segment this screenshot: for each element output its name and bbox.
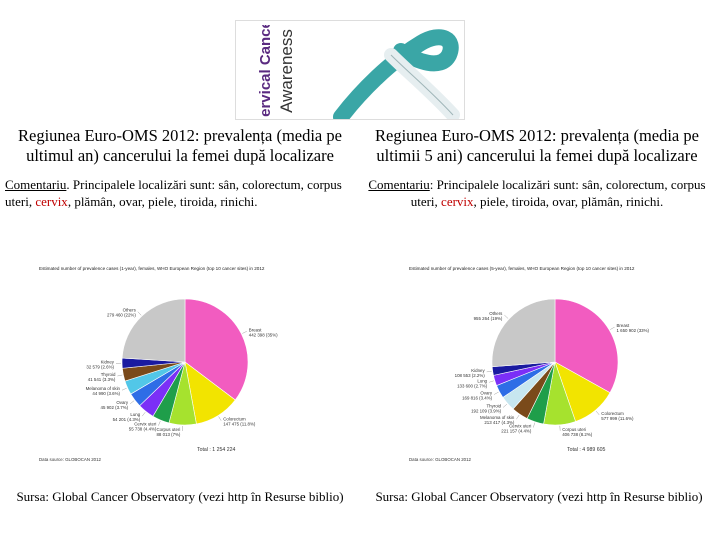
- pie-label: Breast 1 650 902 (33%): [617, 323, 650, 333]
- right-title: Regiunea Euro-OMS 2012: prevalența (medi…: [375, 126, 699, 165]
- pie-leader-line: [142, 412, 146, 417]
- pie-leader-line: [218, 416, 222, 421]
- pie-label: Ovary 169 816 (3.4%): [462, 391, 493, 401]
- pie-label: Melanoma of skin 44 990 (3.6%): [86, 386, 121, 396]
- pie-label: Cervix uteri 221 157 (4.4%): [501, 424, 532, 434]
- right-comment: Comentariu: Principalele localizări sunt…: [362, 176, 712, 210]
- pie-leader-line: [595, 410, 600, 416]
- cervical-cancer-awareness-logo: Cervical Cancer Awareness: [235, 20, 465, 120]
- right-comment-text-a: : Principalele localizări sunt: sân, col…: [410, 177, 706, 209]
- pie-slice-others: [121, 298, 186, 363]
- pie-label: Lung 54 201 (4.3%): [113, 412, 141, 422]
- left-column: Regiunea Euro-OMS 2012: prevalența (medi…: [5, 126, 355, 210]
- logo-line1: Cervical Cancer: [257, 25, 274, 117]
- right-comment-text-b: , piele, tiroida, ovar, plămân, rinichi.: [473, 194, 664, 209]
- pie-leader-line: [117, 374, 123, 377]
- pie-label: Colorectum 577 999 (11.6%): [601, 411, 634, 421]
- pie-leader-line: [158, 421, 161, 426]
- left-source: Sursa: Global Cancer Observatory (vezi h…: [16, 489, 344, 504]
- logo-line2: Awareness: [277, 29, 296, 113]
- pie-leader-line: [121, 388, 127, 391]
- left-comment-label: Comentariu: [5, 177, 67, 192]
- pie-source-note: Data source: GLOBOCAN 2012: [39, 457, 102, 462]
- pie-leader-line: [137, 311, 142, 316]
- pie-source-note: Data source: GLOBOCAN 2012: [409, 457, 472, 462]
- pie-leader-line: [516, 414, 520, 420]
- right-column: Regiunea Euro-OMS 2012: prevalența (medi…: [362, 126, 712, 210]
- right-comment-cervix: cervix: [441, 194, 474, 209]
- pie-label: Kidney 108 553 (2.2%): [455, 368, 486, 378]
- left-comment-cervix: cervix: [35, 194, 68, 209]
- pie-leader-line: [489, 380, 494, 383]
- left-comment: Comentariu. Principalele localizări sunt…: [5, 176, 355, 210]
- pie-total: Total : 4 989 605: [567, 447, 605, 453]
- pie-slice-breast: [554, 298, 619, 394]
- pie-leader-line: [129, 400, 135, 404]
- right-pie-chart: Estimated number of prevalence cases (5-…: [405, 262, 705, 472]
- pie-label: Others 955 264 (19%): [474, 311, 504, 321]
- left-title: Regiunea Euro-OMS 2012: prevalența (medi…: [18, 126, 342, 165]
- pie-total: Total : 1 254 224: [197, 447, 235, 453]
- awareness-ribbon-icon: [333, 29, 460, 119]
- pie-leader-line: [533, 422, 535, 428]
- left-comment-text-b: , plămân, ovar, piele, tiroida, rinichi.: [67, 194, 258, 209]
- right-pie-svg: Breast 1 650 902 (33%) Colorectum 577 999 (…: [409, 298, 650, 462]
- pie-label: Colorectum 147 475 (11.8%): [223, 417, 256, 427]
- left-pie-svg: Breast 442 398 (35%) Colorectum 147 475 (11…: [39, 298, 278, 462]
- pie-leader-line: [486, 371, 492, 373]
- pie-label: Melanoma of skin 213 417 (4.3%): [480, 415, 515, 425]
- right-chart-title: Estimated number of prevalence cases (5-…: [409, 266, 635, 271]
- pie-leader-line: [242, 331, 247, 334]
- left-pie-chart: Estimated number of prevalence cases (1-…: [35, 262, 335, 472]
- pie-label: Kidney 32 579 (2.6%): [86, 359, 114, 369]
- pie-leader-line: [494, 391, 499, 395]
- pie-leader-line: [504, 314, 509, 319]
- pie-label: Corpus uteri 88 013 (7%): [156, 427, 180, 437]
- pie-label: Breast 442 398 (35%): [249, 327, 278, 337]
- pie-label: Cervix uteri 55 738 (4.4%): [129, 422, 157, 432]
- pie-label: Ovary 45 902 (3.7%): [101, 400, 129, 410]
- pie-label: Thyroid 41 541 (3.3%): [88, 372, 116, 382]
- left-chart-title: Estimated number of prevalence cases (1-…: [39, 266, 265, 271]
- pie-label: Thyroid 192 109 (3.9%): [471, 404, 502, 414]
- right-comment-label: Comentariu: [368, 177, 430, 192]
- pie-slice-breast: [184, 298, 249, 401]
- pie-label: Lung 133 600 (2.7%): [457, 378, 488, 388]
- pie-leader-line: [502, 404, 508, 408]
- left-comment-text-a: . Principalele localizări sunt: sân, col…: [5, 177, 342, 209]
- pie-label: Corpus uteri 406 738 (8.2%): [562, 427, 593, 437]
- logo-text: Cervical Cancer Awareness: [257, 25, 296, 117]
- pie-leader-line: [610, 326, 615, 330]
- pie-slice-others: [491, 298, 556, 368]
- pie-label: Others 279 460 (22%): [107, 308, 137, 318]
- right-source: Sursa: Global Cancer Observatory (vezi h…: [375, 489, 703, 504]
